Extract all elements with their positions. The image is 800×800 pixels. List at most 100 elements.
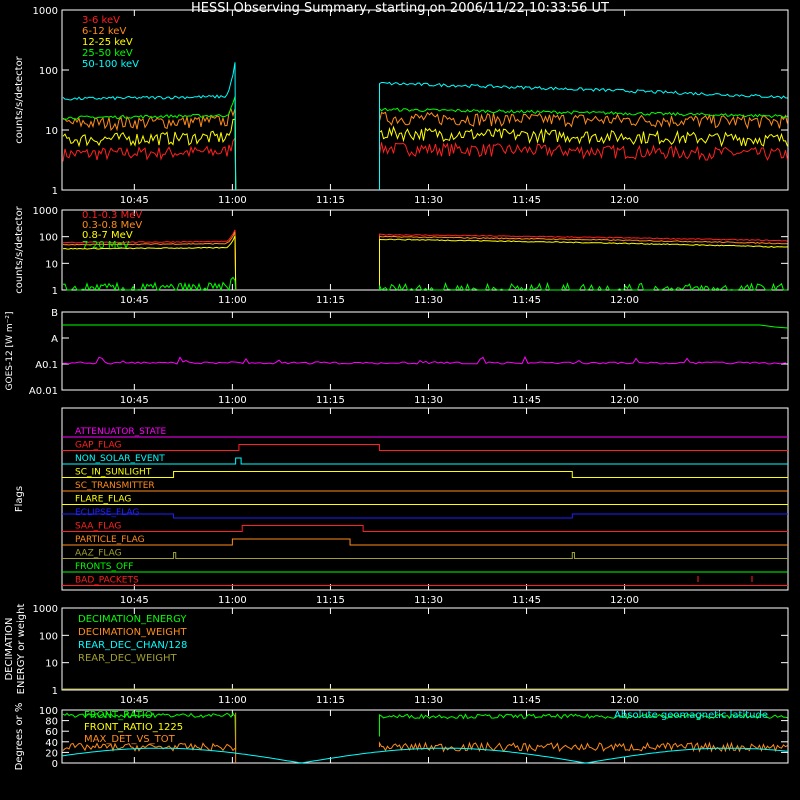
decimation-panel-ytick-label: 1000 xyxy=(33,604,58,615)
gamma-panel-ytick-label: 100 xyxy=(39,233,58,244)
xray-panel-ytick-label: 1 xyxy=(52,186,58,197)
xray-legend-item: 6-12 keV xyxy=(82,26,126,37)
gamma-panel-ytick-label: 1000 xyxy=(33,206,58,217)
xray-panel-frame xyxy=(61,9,789,191)
goes-short-channel xyxy=(62,355,787,365)
flags-panel-xtick-label: 10:45 xyxy=(120,595,149,606)
flags-panel-xtick-label: 11:45 xyxy=(512,595,541,606)
gamma-legend-item: 7-20 MeV xyxy=(82,240,130,251)
gamma-series-0 xyxy=(62,229,788,291)
gamma-panel-ytick-label: 1 xyxy=(52,286,58,297)
xray-panel-ytick-label: 1000 xyxy=(33,6,58,17)
decimation-legend-item: DECIMATION_WEIGHT xyxy=(78,627,187,638)
goes-panel-xtick-label: 11:15 xyxy=(316,395,345,406)
front-ratio-series xyxy=(62,712,788,750)
goes-panel-xtick-label: 12:00 xyxy=(610,395,639,406)
goes-panel-xtick-label: 10:45 xyxy=(120,395,149,406)
gamma-panel-ylabel: counts/s/detector xyxy=(14,205,25,293)
flag-line-7 xyxy=(62,525,788,532)
flag-label-3: SC_IN_SUNLIGHT xyxy=(75,468,152,478)
gamma-panel-xtick-label: 11:30 xyxy=(414,295,443,306)
ratio-legend-item: MAX_DET_VS_TOT xyxy=(84,734,176,745)
flags-panel-xtick-label: 11:00 xyxy=(218,595,247,606)
flags-panel-xtick-label: 11:15 xyxy=(316,595,345,606)
gamma-series-1 xyxy=(62,231,788,291)
xray-panel-ytick-label: 10 xyxy=(45,126,58,137)
flag-label-5: FLARE_FLAG xyxy=(75,495,131,505)
flags-panel-xtick-label: 12:00 xyxy=(610,595,639,606)
xray-panel-ytick-label: 100 xyxy=(39,66,58,77)
decimation-ylabel-2: ENERGY or weight xyxy=(16,604,27,695)
decimation-panel-ytick-label: 100 xyxy=(39,631,58,642)
flag-label-7: SAA_FLAG xyxy=(75,522,121,532)
flag-label-10: FRONTS_OFF xyxy=(75,562,133,572)
gamma-panel-xtick-label: 11:45 xyxy=(512,295,541,306)
goes-long-channel-tail xyxy=(759,324,789,329)
decimation-panel-ytick-label: 10 xyxy=(45,659,58,670)
decimation-panel-frame xyxy=(61,607,789,691)
flags-panel-ylabel: Flags xyxy=(14,486,25,512)
goes-panel-ytick-label: A xyxy=(51,334,58,345)
gamma-legend-item: 0.1-0.3 MeV xyxy=(82,210,142,221)
gamma-legend-item: 0.8-7 MeV xyxy=(82,230,133,241)
ratio-legend-item: FRONT_RATIO_1225 xyxy=(84,722,183,733)
gamma-series-3 xyxy=(62,276,788,292)
gamma-panel-xtick-label: 10:45 xyxy=(120,295,149,306)
flag-line-8 xyxy=(62,538,788,546)
goes-panel-xtick-label: 11:00 xyxy=(218,395,247,406)
decimation-legend-item: REAR_DEC_CHAN/128 xyxy=(78,640,187,651)
decimation-legend-item: REAR_DEC_WEIGHT xyxy=(78,653,177,664)
gamma-panel-ytick-label: 10 xyxy=(45,259,58,270)
ratio-panel-ytick-label: 80 xyxy=(45,717,58,728)
xray-legend-item: 3-6 keV xyxy=(82,15,120,26)
xray-panel-ylabel: counts/s/detector xyxy=(14,55,25,143)
xray-panel-xtick-label: 11:15 xyxy=(316,195,345,206)
xray-panel-xtick-label: 10:45 xyxy=(120,195,149,206)
flag-label-9: AAZ_FLAG xyxy=(75,549,122,559)
decimation-legend-item: DECIMATION_ENERGY xyxy=(78,614,187,625)
ratio-panel-ytick-label: 60 xyxy=(45,727,58,738)
flag-line-3 xyxy=(62,471,788,478)
xray-panel-xtick-label: 12:00 xyxy=(610,195,639,206)
flag-line-6 xyxy=(62,513,788,519)
ratio-panel-frame xyxy=(61,709,789,764)
ratio-panel-ytick-label: 0 xyxy=(52,759,58,770)
ratio-panel-ytick-label: 100 xyxy=(39,706,58,717)
goes-panel-ytick-label: A0.01 xyxy=(29,386,58,397)
ratio-panel-ytick-label: 20 xyxy=(45,748,58,759)
xray-panel-xtick-label: 11:00 xyxy=(218,195,247,206)
chart-title: HESSI Observing Summary, starting on 200… xyxy=(191,1,609,16)
gamma-series-2 xyxy=(62,235,788,291)
xray-panel-xtick-label: 11:45 xyxy=(512,195,541,206)
geomagnetic-latitude-series xyxy=(61,747,789,764)
decimation-panel-xtick-label: 11:30 xyxy=(414,695,443,706)
ratio-annotation: Absolute geomagnetic latitude xyxy=(614,710,768,721)
decimation-panel-xtick-label: 11:45 xyxy=(512,695,541,706)
ratio-panel-ylabel: Degrees or % xyxy=(14,703,25,771)
gamma-legend-item: 0.3-0.8 MeV xyxy=(82,220,142,231)
xray-series-0 xyxy=(62,136,788,191)
xray-legend-item: 50-100 keV xyxy=(82,59,139,70)
flag-label-1: GAP_FLAG xyxy=(75,441,121,451)
flag-label-11: BAD_PACKETS xyxy=(75,576,139,586)
decimation-panel-ytick-label: 1 xyxy=(52,686,58,697)
decimation-panel-xtick-label: 11:00 xyxy=(218,695,247,706)
flag-line-1 xyxy=(62,444,788,451)
max-det-series xyxy=(62,741,788,753)
flags-panel-xtick-label: 11:30 xyxy=(414,595,443,606)
xray-series-4 xyxy=(62,62,788,191)
flag-label-2: NON_SOLAR_EVENT xyxy=(75,454,165,464)
goes-ylabel: GOES-12 [W m⁻²] xyxy=(5,312,15,391)
goes-panel-xtick-label: 11:30 xyxy=(414,395,443,406)
decimation-panel-xtick-label: 10:45 xyxy=(120,695,149,706)
flag-label-8: PARTICLE_FLAG xyxy=(75,535,145,545)
goes-panel-ytick-label: A0.1 xyxy=(35,360,58,371)
decimation-panel-xtick-label: 11:15 xyxy=(316,695,345,706)
xray-legend-item: 12-25 keV xyxy=(82,37,133,48)
flag-label-6: ECLIPSE_FLAG xyxy=(75,508,139,518)
flag-label-0: ATTENUATOR_STATE xyxy=(75,427,167,437)
gamma-panel-frame xyxy=(61,209,789,291)
flag-label-4: SC_TRANSMITTER xyxy=(75,481,155,491)
goes-panel-xtick-label: 11:45 xyxy=(512,395,541,406)
xray-series-1 xyxy=(62,107,788,191)
